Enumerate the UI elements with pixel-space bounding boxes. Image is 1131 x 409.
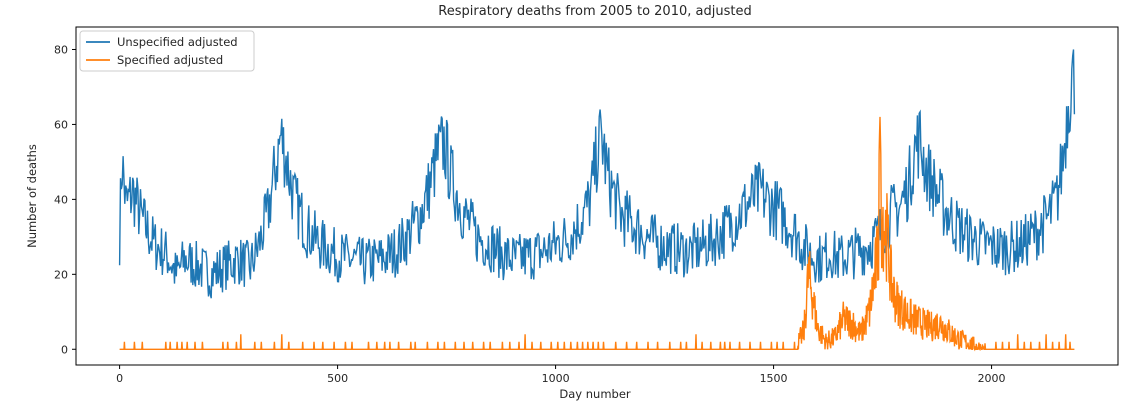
legend: Unspecified adjusted Specified adjusted <box>79 30 255 72</box>
x-tick-label: 0 <box>116 372 123 385</box>
x-axis-title: Day number <box>559 387 631 401</box>
x-axis-ticks: 0 500 1000 1500 2000 <box>116 365 1006 385</box>
plot-frame <box>75 26 1119 366</box>
y-tick-label: 0 <box>61 343 68 356</box>
y-tick-label: 40 <box>54 193 68 206</box>
x-tick-label: 1000 <box>542 372 570 385</box>
y-axis-ticks: 0 20 40 60 80 <box>54 43 76 356</box>
x-tick-label: 1500 <box>760 372 788 385</box>
y-tick-label: 60 <box>54 118 68 131</box>
series-layer <box>118 49 1076 352</box>
x-tick-label: 500 <box>327 372 348 385</box>
y-axis-title: Number of deaths <box>25 144 39 248</box>
x-tick-label: 2000 <box>978 372 1006 385</box>
legend-label-specified: Specified adjusted <box>117 53 223 67</box>
series-line-unspecified <box>118 49 1076 299</box>
y-tick-label: 20 <box>54 268 68 281</box>
legend-box <box>79 30 255 72</box>
y-tick-label: 80 <box>54 43 68 56</box>
legend-label-unspecified: Unspecified adjusted <box>117 35 238 49</box>
chart-title: Respiratory deaths from 2005 to 2010, ad… <box>438 4 751 19</box>
series-line-specified <box>119 116 1075 352</box>
